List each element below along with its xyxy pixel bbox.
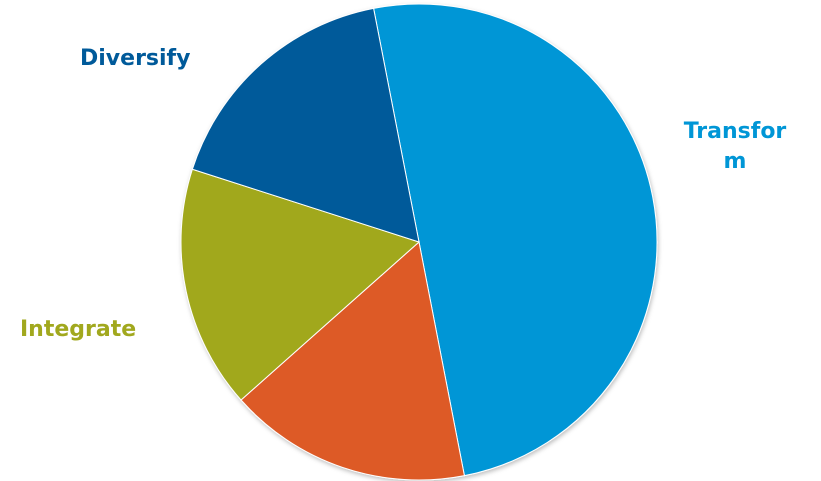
slice-label-integrate: Integrate xyxy=(20,317,137,342)
pie-slice-transform xyxy=(373,3,658,477)
pie-slice-integrate xyxy=(180,168,420,401)
pie-slice-unlabeled-1 xyxy=(240,241,465,481)
slice-label-transform-line1: Transfor xyxy=(683,119,787,144)
slice-label-transform: Transfor m xyxy=(666,117,804,177)
slice-label-diversify: Diversify xyxy=(80,46,191,71)
slice-label-transform-line2: m xyxy=(723,149,747,174)
pie-slice-diversify xyxy=(191,7,420,243)
pie-slices xyxy=(180,3,658,481)
